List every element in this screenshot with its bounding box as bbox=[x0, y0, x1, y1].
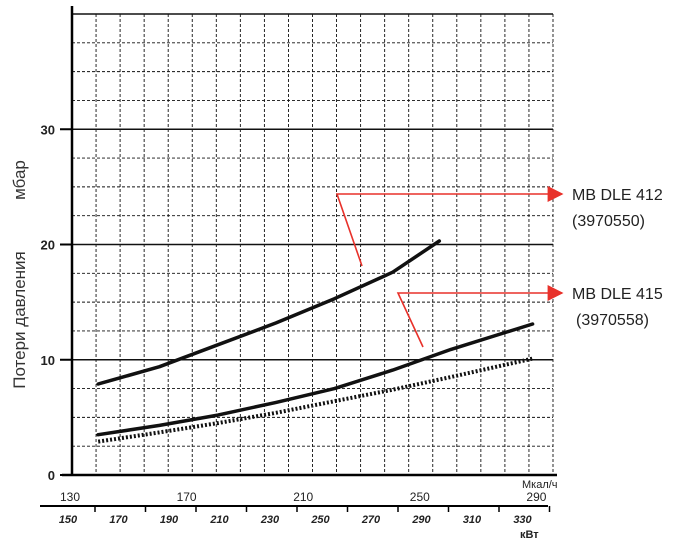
legend-leader-2 bbox=[396, 285, 564, 348]
x2-tick-label: 250 bbox=[310, 514, 330, 526]
x2-tick-label: 310 bbox=[463, 514, 482, 526]
x-axis-unit-primary: Мкал/ч bbox=[522, 479, 558, 491]
y-tick-label: 10 bbox=[41, 353, 55, 368]
series-line-2 bbox=[96, 322, 535, 437]
legend-leader-1 bbox=[335, 186, 564, 267]
x-tick-label: 210 bbox=[293, 490, 313, 504]
grid bbox=[72, 13, 554, 475]
series-line-1 bbox=[96, 239, 442, 386]
x2-tick-label: 170 bbox=[109, 514, 128, 526]
legend-label-2: MB DLE 415 bbox=[572, 286, 663, 303]
axes bbox=[40, 6, 557, 507]
x2-tick-label: 230 bbox=[260, 514, 280, 526]
series-line-3 bbox=[97, 356, 534, 444]
y-tick-label: 0 bbox=[48, 468, 55, 483]
tick-labels: 0 10 20 30 130 170 210 250 290 150 170 190 210 230 250… bbox=[41, 122, 551, 526]
x2-tick-label: 210 bbox=[209, 514, 229, 526]
x-tick-label: 130 bbox=[60, 490, 80, 504]
x-tick-label: 170 bbox=[177, 490, 197, 504]
legend-label-1: MB DLE 412 bbox=[572, 187, 663, 204]
x2-tick-label: 150 bbox=[59, 514, 78, 526]
legend: MB DLE 412 (3970550) MB DLE 415 (3970558) bbox=[335, 186, 663, 348]
series-layer bbox=[96, 239, 535, 444]
x2-tick-label: 190 bbox=[160, 514, 179, 526]
y-axis-unit-label: мбар bbox=[10, 160, 29, 200]
x-tick-label: 290 bbox=[526, 490, 546, 504]
x2-tick-label: 270 bbox=[361, 514, 381, 526]
x-axis-unit-secondary: кВт bbox=[520, 529, 539, 541]
x2-tick-label: 330 bbox=[513, 514, 532, 526]
y-tick-label: 20 bbox=[41, 238, 55, 253]
x-tick-label: 250 bbox=[410, 490, 430, 504]
x2-tick-label: 290 bbox=[411, 514, 431, 526]
legend-code-2: (3970558) bbox=[576, 312, 649, 329]
legend-code-1: (3970550) bbox=[572, 213, 645, 230]
y-tick-label: 30 bbox=[41, 122, 55, 137]
y-axis-label: Потери давления bbox=[10, 251, 29, 389]
